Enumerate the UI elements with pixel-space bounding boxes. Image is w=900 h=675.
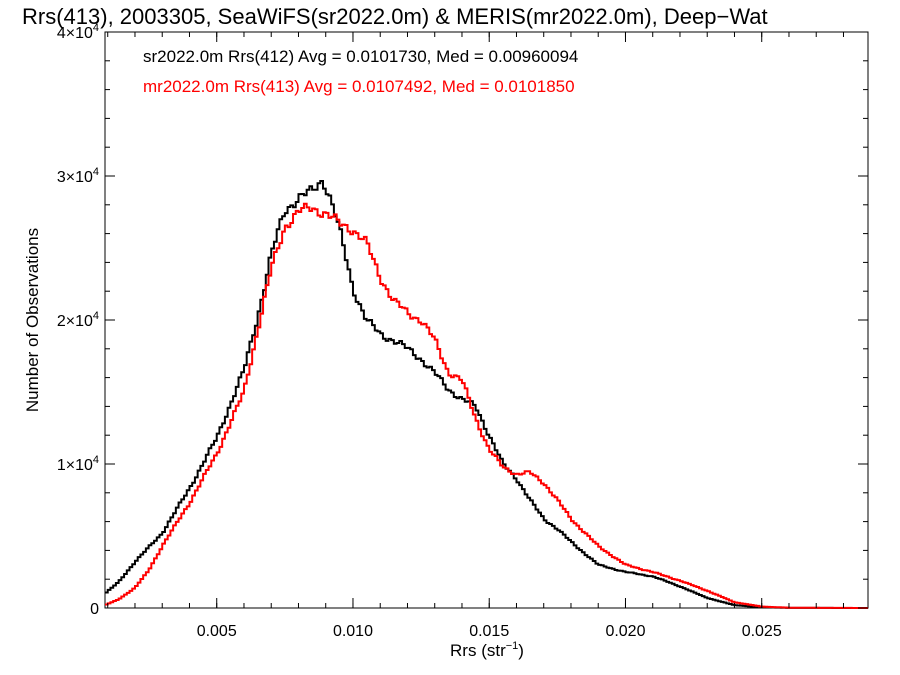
plot-border [104,31,869,609]
series-layer [105,180,868,609]
x-tick-label: 0.020 [605,623,645,640]
x-tick-label: 0.025 [742,623,782,640]
y-tick-label: 0 [90,601,99,618]
y-axis-label: Number of Observations [23,228,42,412]
series-line-1 [105,180,868,609]
y-tick-label: 3×104 [57,166,99,186]
y-tick-label: 1×104 [57,454,99,474]
y-tick-label: 2×104 [57,310,99,330]
x-axis: 0.005 0.010 0.015 0.020 0.025 [107,32,844,640]
legend: sr2022.0m Rrs(412) Avg = 0.0101730, Med … [143,47,578,96]
series-line-2 [105,202,868,609]
x-tick-label: 0.010 [333,623,373,640]
legend-entry-1: sr2022.0m Rrs(412) Avg = 0.0101730, Med … [143,47,578,66]
y-tick-label: 4×104 [57,22,99,42]
x-tick-label: 0.015 [469,623,509,640]
x-tick-label: 0.005 [197,623,237,640]
y-axis: 0 1×104 2×104 3×104 4×104 [57,22,868,618]
legend-entry-2: mr2022.0m Rrs(413) Avg = 0.0107492, Med … [143,77,575,96]
chart-title: Rrs(413), 2003305, SeaWiFS(sr2022.0m) & … [22,4,768,29]
plot-frame [104,31,869,609]
x-axis-label: Rrs (str−1) [450,640,524,660]
